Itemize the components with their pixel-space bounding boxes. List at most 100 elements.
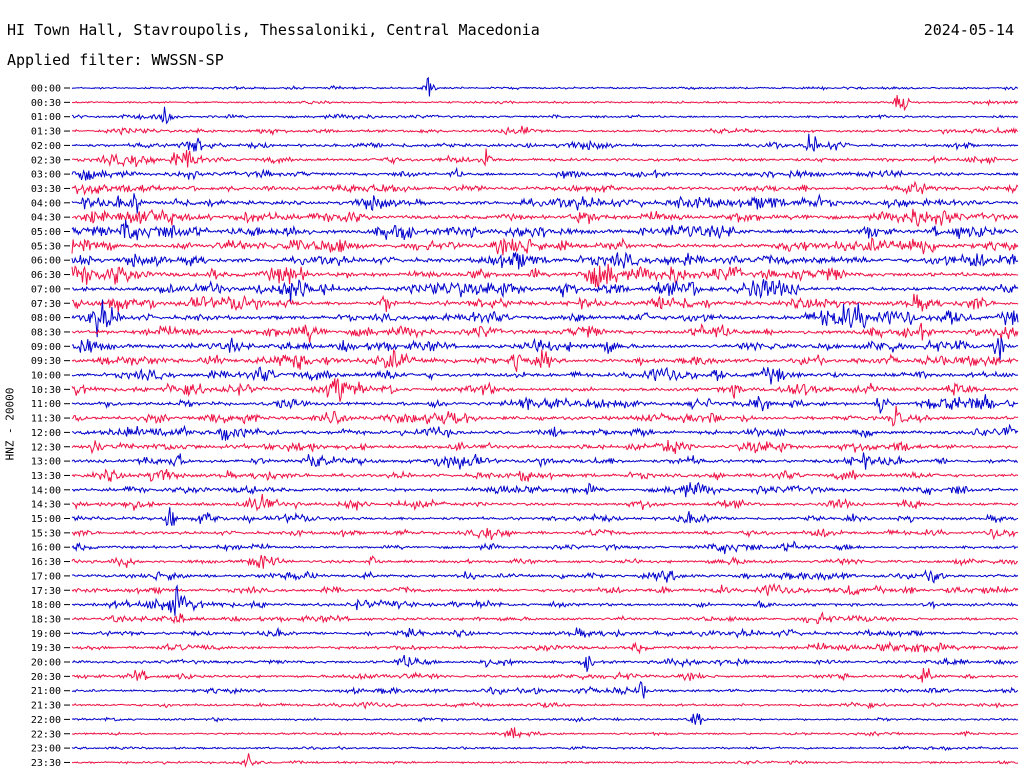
trace-row-0330 bbox=[71, 180, 1019, 196]
trace-row-0500 bbox=[71, 219, 1019, 241]
row-time-label: 09:00 bbox=[31, 342, 61, 353]
trace-row-1530 bbox=[71, 527, 1019, 541]
trace-row-0400 bbox=[71, 193, 1019, 214]
row-time-label: 18:00 bbox=[31, 600, 61, 611]
trace-row-0630 bbox=[71, 263, 1019, 289]
trace-row-1400 bbox=[71, 481, 1019, 498]
trace-row-1300 bbox=[71, 452, 1019, 470]
trace-row-1630 bbox=[71, 554, 1019, 569]
trace-row-2100 bbox=[71, 680, 1019, 699]
row-time-label: 19:00 bbox=[31, 629, 61, 640]
trace-row-1230 bbox=[71, 440, 1019, 455]
trace-row-0730 bbox=[71, 293, 1019, 313]
trace-row-2330 bbox=[71, 753, 1019, 768]
row-time-label: 22:00 bbox=[31, 715, 61, 726]
row-time-label: 20:30 bbox=[31, 672, 61, 683]
trace-row-2300 bbox=[71, 745, 1019, 752]
row-time-label: 12:00 bbox=[31, 428, 61, 439]
trace-row-0900 bbox=[71, 337, 1019, 360]
row-time-label: 02:00 bbox=[31, 141, 61, 152]
trace-row-0930 bbox=[71, 348, 1019, 372]
row-time-label: 14:30 bbox=[31, 500, 61, 511]
row-time-label: 12:30 bbox=[31, 442, 61, 453]
row-time-label: 13:00 bbox=[31, 457, 61, 468]
trace-row-1000 bbox=[71, 366, 1018, 385]
trace-row-2200 bbox=[71, 713, 1019, 725]
row-time-label: 06:30 bbox=[31, 270, 61, 281]
trace-row-1200 bbox=[71, 423, 1019, 441]
trace-row-2130 bbox=[71, 701, 1019, 710]
trace-row-1100 bbox=[71, 394, 1019, 414]
trace-row-2000 bbox=[71, 654, 1019, 672]
row-time-label: 01:00 bbox=[31, 112, 61, 123]
row-time-label: 11:30 bbox=[31, 414, 61, 425]
row-time-label: 07:30 bbox=[31, 299, 61, 310]
row-time-label: 04:30 bbox=[31, 213, 61, 224]
trace-row-1500 bbox=[71, 507, 1019, 527]
trace-row-2030 bbox=[71, 668, 1019, 683]
row-time-label: 16:30 bbox=[31, 557, 61, 568]
trace-row-0700 bbox=[71, 279, 1019, 303]
row-time-label: 05:00 bbox=[31, 227, 61, 238]
row-time-label: 00:00 bbox=[31, 84, 61, 95]
trace-row-1700 bbox=[71, 569, 1019, 584]
trace-row-0000 bbox=[71, 76, 1019, 97]
row-time-label: 17:30 bbox=[31, 586, 61, 597]
row-time-label: 21:30 bbox=[31, 701, 61, 712]
trace-row-0530 bbox=[71, 236, 1019, 256]
trace-row-1030 bbox=[71, 378, 1019, 402]
row-time-label: 00:30 bbox=[31, 98, 61, 109]
trace-row-1330 bbox=[71, 468, 1019, 482]
row-time-label: 20:00 bbox=[31, 658, 61, 669]
row-time-label: 22:30 bbox=[31, 729, 61, 740]
row-time-label: 10:00 bbox=[31, 371, 61, 382]
row-time-label: 08:00 bbox=[31, 313, 61, 324]
row-time-label: 03:30 bbox=[31, 184, 61, 195]
trace-row-0130 bbox=[71, 125, 1019, 136]
row-time-label: 23:00 bbox=[31, 744, 61, 755]
trace-row-0100 bbox=[71, 106, 1019, 125]
row-time-label: 08:30 bbox=[31, 327, 61, 338]
row-time-label: 23:30 bbox=[31, 758, 61, 769]
row-time-label: 01:30 bbox=[31, 127, 61, 138]
trace-row-1830 bbox=[71, 611, 1019, 625]
row-time-label: 13:30 bbox=[31, 471, 61, 482]
trace-row-1730 bbox=[71, 582, 1019, 596]
row-time-label: 11:00 bbox=[31, 399, 61, 410]
trace-row-0030 bbox=[71, 94, 1019, 111]
row-time-label: 19:30 bbox=[31, 643, 61, 654]
seismic-traces bbox=[71, 76, 1019, 768]
trace-row-0830 bbox=[71, 322, 1019, 343]
trace-row-1800 bbox=[71, 584, 1019, 616]
trace-row-1930 bbox=[71, 640, 1019, 655]
row-time-label: 07:00 bbox=[31, 284, 61, 295]
row-time-label: 16:00 bbox=[31, 543, 61, 554]
row-time-label: 05:30 bbox=[31, 241, 61, 252]
trace-row-1900 bbox=[71, 626, 1019, 639]
row-time-label: 21:00 bbox=[31, 686, 61, 697]
row-time-label: 02:30 bbox=[31, 155, 61, 166]
row-time-label: 15:00 bbox=[31, 514, 61, 525]
row-time-label: 06:00 bbox=[31, 256, 61, 267]
row-time-label: 04:00 bbox=[31, 198, 61, 209]
trace-row-0600 bbox=[71, 251, 1019, 270]
row-time-label: 09:30 bbox=[31, 356, 61, 367]
trace-row-1130 bbox=[71, 405, 1019, 427]
filter-label: Applied filter: WWSSN-SP bbox=[7, 51, 224, 69]
station-title: HI Town Hall, Stavroupolis, Thessaloniki… bbox=[7, 21, 540, 39]
row-time-label: 18:30 bbox=[31, 614, 61, 625]
row-tick-labels: 00:00 00:30 01:00 01:30 02:00 02:30 03:00 03:30… bbox=[31, 84, 70, 769]
trace-row-0230 bbox=[71, 148, 1018, 168]
trace-row-0200 bbox=[71, 133, 1019, 152]
row-time-label: 03:00 bbox=[31, 170, 61, 181]
trace-row-2230 bbox=[71, 727, 1019, 739]
row-time-label: 15:30 bbox=[31, 528, 61, 539]
row-time-label: 10:30 bbox=[31, 385, 61, 396]
trace-row-0800 bbox=[71, 299, 1019, 338]
row-time-label: 14:00 bbox=[31, 485, 61, 496]
trace-row-1430 bbox=[71, 493, 1019, 512]
date-label: 2024-05-14 bbox=[923, 21, 1014, 39]
trace-row-1600 bbox=[71, 540, 1019, 555]
row-time-label: 17:00 bbox=[31, 571, 61, 582]
